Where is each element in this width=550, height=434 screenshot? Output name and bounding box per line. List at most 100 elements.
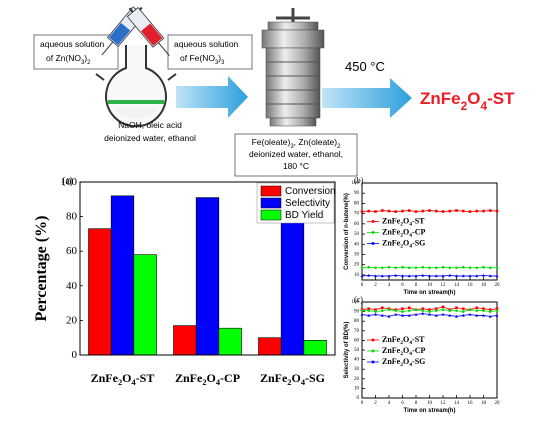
point bbox=[448, 309, 452, 312]
point bbox=[468, 210, 472, 213]
y-tick-label: 30 bbox=[354, 367, 360, 372]
bar bbox=[218, 327, 242, 356]
point bbox=[387, 274, 391, 278]
point bbox=[468, 266, 472, 270]
point bbox=[455, 314, 458, 318]
point bbox=[428, 308, 431, 311]
y-tick-label: 60 bbox=[354, 222, 360, 227]
bar bbox=[303, 339, 327, 356]
point bbox=[387, 209, 391, 213]
point bbox=[468, 312, 472, 316]
point bbox=[394, 210, 398, 213]
point bbox=[441, 305, 445, 309]
x-tick-label: 4 bbox=[388, 283, 391, 288]
point bbox=[475, 306, 479, 310]
autoclave bbox=[261, 8, 325, 127]
point bbox=[461, 307, 465, 311]
bar bbox=[258, 337, 282, 356]
solution-label: of Zn(NO3)2 bbox=[46, 53, 90, 65]
point bbox=[434, 209, 438, 213]
point bbox=[461, 313, 465, 317]
syringe bbox=[126, 6, 170, 57]
y-tick-label: 20 bbox=[354, 263, 360, 268]
bar bbox=[173, 325, 197, 356]
x-axis-label: Time on stream(h) bbox=[404, 408, 456, 414]
legend-swatch bbox=[260, 185, 282, 197]
point bbox=[360, 312, 364, 316]
point bbox=[495, 266, 499, 270]
legend-label: Selectivity bbox=[285, 198, 330, 209]
point bbox=[482, 307, 485, 311]
point bbox=[482, 265, 485, 269]
legend-label: ZnFe2O4-SG bbox=[382, 357, 425, 368]
point bbox=[455, 309, 458, 312]
point bbox=[468, 274, 472, 278]
bar bbox=[133, 254, 157, 356]
flask-label: NaOH, oleic acid bbox=[118, 120, 182, 130]
label-box bbox=[234, 133, 358, 177]
point bbox=[407, 266, 411, 270]
autoclave-label: 180 °C bbox=[283, 161, 309, 171]
y-tick-label: 40 bbox=[354, 358, 360, 363]
point bbox=[374, 310, 377, 313]
legend-marker bbox=[371, 220, 375, 223]
point bbox=[455, 274, 458, 278]
point bbox=[367, 309, 371, 312]
point bbox=[475, 309, 479, 312]
point bbox=[367, 209, 371, 213]
y-tick-label: 80 bbox=[354, 319, 360, 324]
point bbox=[401, 209, 404, 213]
y-tick-label: 70 bbox=[354, 212, 360, 217]
point bbox=[448, 209, 452, 213]
y-axis-label: Selectivity of BD(%) bbox=[344, 322, 350, 379]
point bbox=[401, 313, 404, 317]
y-tick-label: 50 bbox=[354, 232, 360, 237]
point bbox=[441, 265, 445, 269]
x-tick-label: 10 bbox=[427, 401, 433, 406]
point bbox=[367, 307, 371, 311]
legend-marker bbox=[371, 360, 375, 364]
solution-label: aqueous solution bbox=[174, 39, 239, 49]
scheme bbox=[33, 6, 412, 177]
point bbox=[394, 312, 398, 316]
point bbox=[421, 265, 425, 269]
y-tick-label: 70 bbox=[354, 329, 360, 334]
point bbox=[434, 313, 438, 317]
point bbox=[374, 210, 377, 213]
y-tick-label: 20 bbox=[354, 377, 360, 382]
point bbox=[394, 266, 398, 270]
point bbox=[401, 310, 404, 313]
point bbox=[374, 312, 377, 316]
point bbox=[482, 309, 485, 312]
point bbox=[495, 274, 499, 278]
y-tick-label: 0 bbox=[72, 349, 78, 361]
x-tick-label: 16 bbox=[468, 401, 474, 406]
x-tick-label: ZnFe2O4-SG bbox=[260, 371, 325, 388]
autoclave-label: deionized water, ethanol, bbox=[249, 149, 343, 159]
point bbox=[401, 274, 404, 278]
point bbox=[488, 310, 492, 313]
x-tick-label: ZnFe2O4-CP bbox=[175, 371, 240, 388]
autoclave-label: Fe(oleate)3, Zn(oleate)2 bbox=[252, 137, 341, 149]
flask-label: deionized water, ethanol bbox=[104, 133, 196, 143]
point bbox=[394, 273, 398, 277]
point bbox=[461, 209, 465, 213]
point bbox=[380, 274, 384, 278]
x-tick-label: 20 bbox=[495, 283, 501, 288]
point bbox=[394, 309, 398, 312]
temperature: 450 °C bbox=[345, 59, 385, 74]
x-tick-label: 6 bbox=[401, 283, 404, 288]
point bbox=[421, 309, 425, 312]
legend-label: ZnFe2O4-CP bbox=[382, 227, 426, 238]
point bbox=[475, 266, 479, 270]
point bbox=[461, 274, 465, 278]
point bbox=[407, 306, 411, 310]
point bbox=[475, 274, 479, 278]
y-axis-label: Percentage (%) bbox=[33, 216, 50, 322]
x-tick-label: 2 bbox=[374, 283, 377, 288]
point bbox=[380, 313, 384, 317]
point bbox=[482, 273, 485, 277]
point bbox=[407, 309, 411, 312]
point bbox=[495, 307, 499, 311]
legend-label: Conversion bbox=[285, 186, 336, 197]
